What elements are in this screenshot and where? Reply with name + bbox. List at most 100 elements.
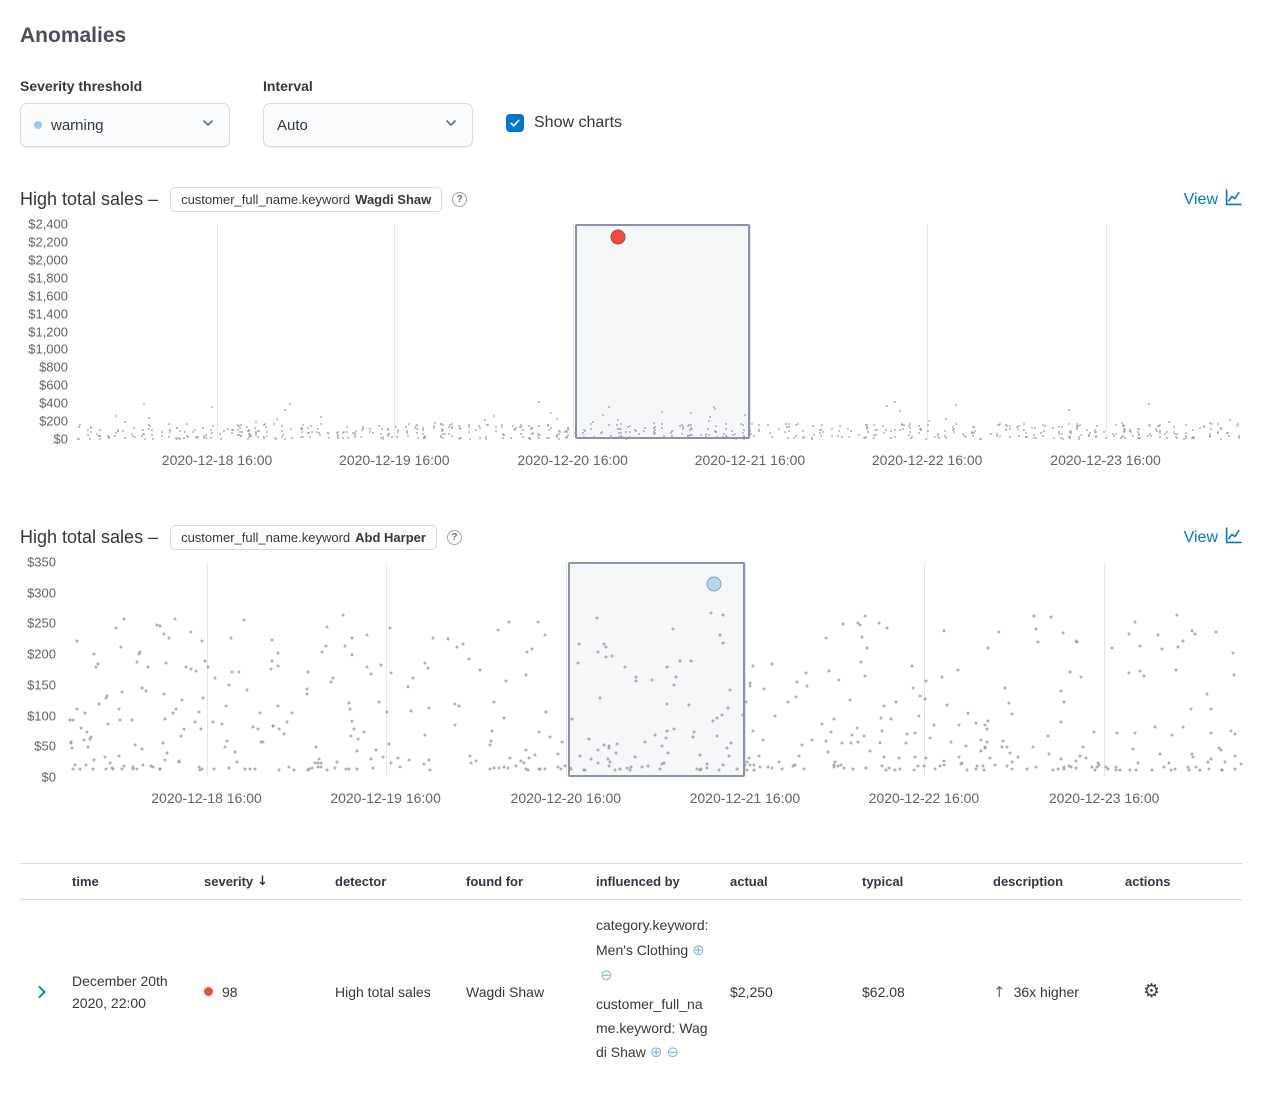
scatter-point [219,437,222,440]
column-header-found-for[interactable]: found for [466,874,524,889]
scatter-point [78,767,81,771]
scatter-point [448,432,451,435]
scatter-point [787,422,790,425]
anomaly-marker[interactable] [706,576,722,591]
scatter-point [423,661,427,665]
view-link[interactable]: View [1183,190,1218,208]
scatter-point [168,422,171,425]
scatter-point [98,435,101,438]
scatter-point [985,740,989,744]
scatter-point [497,766,501,770]
column-header-actual[interactable]: actual [730,874,768,889]
gear-icon[interactable]: ⚙ [1139,980,1164,1003]
scatter-point [68,718,72,722]
column-header-influenced-by[interactable]: influenced by [596,874,680,889]
expand-row-button[interactable] [20,980,64,1004]
scatter-point [355,749,359,753]
scatter-point [849,430,852,433]
scatter-point [405,429,408,432]
x-tick-label: 2020-12-18 16:00 [151,790,262,806]
scatter-point [1192,429,1195,432]
scatter-point [584,429,587,432]
plot-area[interactable] [64,562,1243,777]
scatter-point [189,630,193,634]
scatter-point [1205,692,1209,696]
scatter-point [319,415,322,418]
scatter-point [161,430,164,433]
scatter-point [352,432,355,435]
column-header-detector[interactable]: detector [335,874,387,889]
column-header-typical[interactable]: typical [862,874,904,889]
scatter-point [749,430,751,433]
scatter-point [525,650,529,654]
scatter-point [1128,768,1132,772]
help-icon[interactable]: ? [452,192,468,207]
scatter-point [255,431,258,434]
scatter-point [446,637,450,641]
scatter-point [98,437,101,440]
scatter-point [423,733,427,737]
scatter-point [421,426,424,429]
scatter-point [820,428,823,431]
scatter-point [1193,437,1196,439]
scatter-point [211,720,215,724]
scatter-point [151,437,154,440]
scatter-point [1185,431,1188,434]
scatter-point [158,767,162,771]
detector-cell: High total sales [335,983,431,1000]
scatter-point [369,672,373,676]
scatter-point [194,428,197,431]
scatter-point [865,427,868,430]
column-header-time[interactable]: time [72,874,99,889]
scatter-point [821,423,824,426]
scatter-point [317,757,321,761]
scatter-point [986,646,990,650]
time-selection-window[interactable] [568,562,745,777]
scatter-point [493,414,496,417]
scatter-point [866,424,869,427]
scatter-point [560,740,563,744]
plot-area[interactable] [76,224,1242,440]
chart-view-icon[interactable] [1225,526,1242,549]
scatter-point [938,436,941,439]
help-icon[interactable]: ? [446,530,462,545]
scatter-point [859,660,863,664]
column-header-severity[interactable]: severity ↓ [204,874,269,889]
scatter-point [519,423,522,426]
scatter-point [745,768,749,772]
anomaly-marker[interactable] [610,229,626,245]
interval-select[interactable]: Auto [263,103,473,147]
scatter-point [602,642,606,646]
filter-in-icon[interactable]: ⊕ [692,940,705,959]
scatter-point [643,740,647,744]
scatter-point [618,767,622,771]
scatter-point [983,723,987,727]
filter-out-icon[interactable]: ⊖ [666,1043,679,1062]
scatter-point [873,437,876,440]
scatter-point [832,717,836,721]
scatter-point [723,433,726,436]
scatter-point [800,743,804,746]
scatter-point [1059,757,1063,761]
scatter-point [613,768,617,772]
scatter-point [623,665,627,669]
scatter-point [907,424,910,427]
scatter-point [316,765,320,769]
scatter-point [820,435,823,438]
time-selection-window[interactable] [575,224,750,439]
column-header-description[interactable]: description [993,874,1064,889]
scatter-point [1005,423,1008,426]
chart-view-icon[interactable] [1225,188,1242,211]
filter-out-icon[interactable]: ⊖ [600,966,613,985]
scatter-point [664,736,668,740]
filter-in-icon[interactable]: ⊕ [649,1043,663,1062]
show-charts-checkbox[interactable]: Show charts [506,114,622,132]
scatter-point [360,435,363,438]
severity-threshold-select[interactable]: warning [20,103,230,147]
scatter-point [660,744,664,748]
scatter-point [149,764,153,768]
view-link[interactable]: View [1183,528,1218,546]
scatter-point [211,431,214,434]
scatter-point [178,430,181,433]
scatter-point [614,751,618,755]
